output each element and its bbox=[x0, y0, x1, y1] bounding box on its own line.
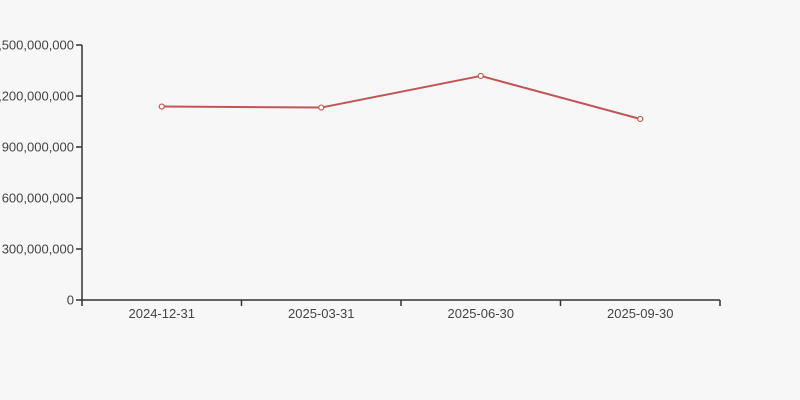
y-axis-tick-label: 300,000,000 bbox=[2, 242, 74, 257]
y-axis-tick-label: 0 bbox=[67, 293, 74, 308]
data-point-marker[interactable] bbox=[637, 115, 644, 123]
y-axis-tick-label: 1,200,000,000 bbox=[0, 89, 74, 104]
x-axis-tick-label: 2024-12-31 bbox=[129, 306, 196, 321]
x-axis-tick-label: 2025-06-30 bbox=[448, 306, 515, 321]
series-line bbox=[161, 74, 641, 120]
y-axis-tick-label: 1,500,000,000 bbox=[0, 38, 74, 53]
x-axis-tick-label: 2025-09-30 bbox=[607, 306, 674, 321]
y-axis-tick-label: 600,000,000 bbox=[2, 191, 74, 206]
data-point-marker[interactable] bbox=[318, 104, 325, 111]
y-axis-tick-label: 900,000,000 bbox=[2, 140, 74, 155]
x-axis-tick-label: 2025-03-31 bbox=[288, 306, 355, 321]
data-point-marker[interactable] bbox=[158, 103, 165, 110]
data-point-marker[interactable] bbox=[477, 72, 484, 80]
